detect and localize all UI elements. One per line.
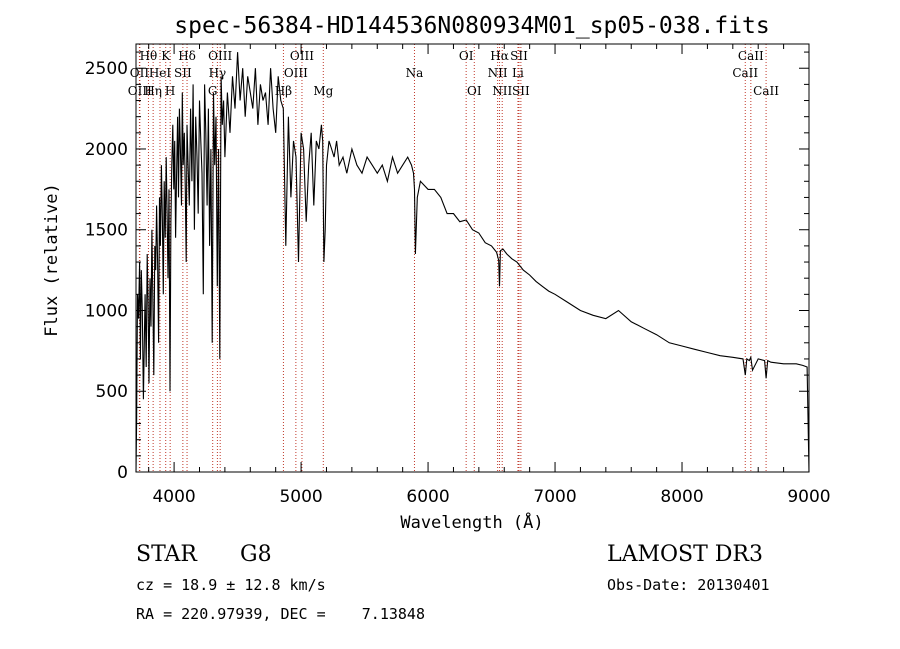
ra-dec-coordinates: RA = 220.97939, DEC = 7.13848 [136,605,425,623]
chart-title: spec-56384-HD144536N080934M01_sp05-038.f… [174,13,769,39]
survey-name: LAMOST DR3 [607,542,763,567]
spectral-line-label: CaII [732,66,758,80]
x-tick-label: 4000 [152,487,195,507]
spectral-line-label: SII [174,66,192,80]
spectral-line-label: CaII [738,49,764,63]
spectral-line-label: G [208,84,218,98]
spectral-line-label: Mg [313,84,333,98]
spectral-line-markers [138,44,767,472]
y-tick-label: 2500 [85,59,128,79]
spectral-line-label: OIII [290,49,314,63]
flux-series-line [135,52,810,473]
x-axis-ticks: 4000 5000 6000 7000 8000 9000 [148,44,831,507]
y-axis-ticks: 0 500 1000 1500 2000 2500 [85,51,809,483]
spectral-line-label: OI [467,84,482,98]
object-class: STAR [136,542,198,567]
y-tick-label: 1000 [85,301,128,321]
observation-date: Obs-Date: 20130401 [607,576,770,594]
spectral-line-label: Hγ [209,66,227,80]
y-tick-label: 500 [96,382,128,402]
spectral-line-label: Hη [144,84,162,98]
x-tick-label: 6000 [406,487,449,507]
spectral-line-label: H [165,84,175,98]
spectral-line-label: NII [488,66,508,80]
spectral-line-label: K [161,49,171,63]
x-tick-label: 7000 [533,487,576,507]
spectral-line-label: OII [130,66,150,80]
spectral-line-label: OIII [208,49,232,63]
spectral-line-label: OIII [284,66,308,80]
spectral-line-label: Hθ [140,49,158,63]
spectral-line-label: Hδ [178,49,196,63]
spectral-line-label: Na [406,66,424,80]
spectral-line-label: SII [510,49,528,63]
spectral-line-label: HeI [149,66,172,80]
spectral-line-label: OI [459,49,474,63]
x-axis-label: Wavelength (Å) [400,511,543,533]
spectral-line-label: Hα [490,49,509,63]
spectral-line-label: SII [512,84,530,98]
spectral-line-label: Li [512,66,524,80]
y-tick-label: 0 [117,463,128,483]
y-axis-label: Flux (relative) [42,183,62,337]
x-tick-label: 8000 [660,487,703,507]
spectral-line-label: CaII [753,84,779,98]
redshift-velocity: cz = 18.9 ± 12.8 km/s [136,576,326,594]
x-tick-label: 9000 [787,487,830,507]
x-tick-label: 5000 [279,487,322,507]
spectral-line-label: OIII [128,84,152,98]
plot-frame [135,43,810,473]
object-subclass: G8 [240,542,272,567]
spectral-line-label: NII [492,84,512,98]
y-tick-label: 1500 [85,221,128,241]
y-tick-label: 2000 [85,140,128,160]
